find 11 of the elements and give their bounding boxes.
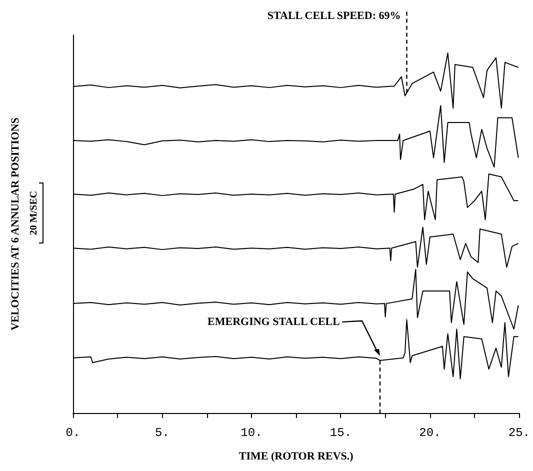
x-tick-label: 5. xyxy=(155,426,170,440)
x-axis-title: TIME (ROTOR REVS.) xyxy=(238,450,354,462)
text: STALL CELL SPEED: 69% xyxy=(267,10,401,22)
y-axis-title: VELOCITIES AT 6 ANNULAR POSITIONS xyxy=(10,118,22,330)
x-tick-label: 25. xyxy=(508,426,530,440)
annotation: EMERGING STALL CELL xyxy=(208,316,340,328)
x-tick-label: 20. xyxy=(419,426,441,440)
x-tick-label: 15. xyxy=(330,426,352,440)
x-tick-label: 10. xyxy=(240,426,262,440)
text: 20 M/SEC xyxy=(28,190,40,236)
x-tick-label: 0. xyxy=(66,426,80,440)
